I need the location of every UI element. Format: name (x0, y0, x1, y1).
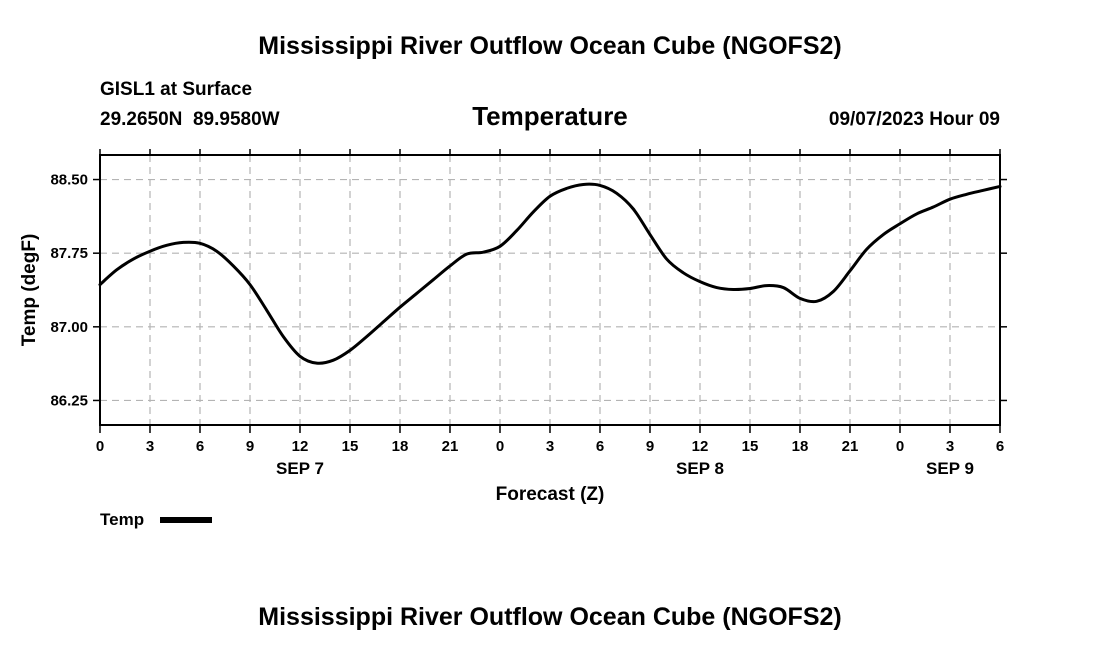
x-tick-label: 6 (996, 438, 1004, 455)
x-tick-label: 0 (96, 438, 104, 455)
date-label: SEP 9 (926, 459, 974, 478)
x-tick-label: 15 (742, 438, 759, 455)
x-tick-label: 18 (392, 438, 409, 455)
y-tick-label: 86.25 (50, 392, 88, 409)
chart-title: Mississippi River Outflow Ocean Cube (NG… (258, 32, 841, 60)
x-tick-label: 18 (792, 438, 809, 455)
x-axis-label: Forecast (Z) (496, 484, 605, 505)
y-tick-label: 88.50 (50, 172, 88, 189)
x-tick-label: 15 (342, 438, 359, 455)
datetime-label: 09/07/2023 Hour 09 (829, 109, 1000, 130)
x-tick-label: 0 (896, 438, 904, 455)
station-label: GISL1 at Surface (100, 79, 252, 100)
coordinates-label: 29.2650N 89.9580W (100, 109, 280, 130)
parameter-title: Temperature (472, 101, 628, 131)
y-axis-label: Temp (degF) (19, 234, 40, 347)
x-tick-label: 6 (596, 438, 604, 455)
y-axis: 86.25 87.00 87.75 88.50 (50, 172, 1007, 409)
x-tick-label: 9 (246, 438, 254, 455)
y-tick-label: 87.00 (50, 319, 88, 336)
legend-swatch (160, 517, 212, 523)
y-tick-label: 87.75 (50, 245, 88, 262)
legend-label: Temp (100, 510, 144, 529)
x-tick-label: 21 (442, 438, 459, 455)
x-tick-label: 6 (196, 438, 204, 455)
x-tick-label: 3 (946, 438, 954, 455)
legend: Temp (100, 510, 212, 529)
date-label: SEP 7 (276, 459, 324, 478)
x-tick-label: 3 (146, 438, 154, 455)
date-labels: SEP 7 SEP 8 SEP 9 (276, 459, 974, 478)
date-label: SEP 8 (676, 459, 724, 478)
grid (100, 155, 1000, 425)
x-tick-label: 12 (292, 438, 309, 455)
x-tick-label: 3 (546, 438, 554, 455)
footer-title: Mississippi River Outflow Ocean Cube (NG… (258, 603, 841, 631)
x-tick-label: 9 (646, 438, 654, 455)
x-axis: 0 3 6 9 12 15 18 21 0 3 6 9 12 15 18 21 0 3 6 (96, 149, 1004, 455)
temp-series-line (98, 182, 1002, 365)
x-tick-label: 21 (842, 438, 859, 455)
x-tick-label: 0 (496, 438, 504, 455)
x-tick-label: 12 (692, 438, 709, 455)
